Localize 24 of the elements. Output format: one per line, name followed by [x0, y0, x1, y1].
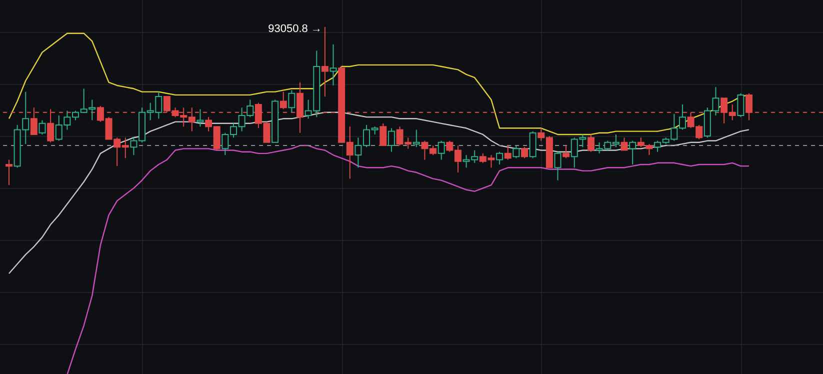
candlestick [438, 140, 445, 160]
candlestick [588, 134, 595, 152]
candlestick [529, 130, 536, 159]
candlestick [745, 92, 752, 121]
candlestick [504, 145, 512, 160]
candlestick [512, 145, 520, 159]
candlestick [380, 122, 387, 146]
candlestick [562, 145, 570, 159]
candlestick [288, 90, 296, 113]
candlestick [496, 151, 504, 165]
candlestick [196, 108, 204, 128]
annotation: 93050.8 → [268, 23, 322, 36]
candlestick [388, 128, 395, 152]
candlestick [520, 146, 528, 159]
candlestick [38, 120, 46, 135]
candlestick [620, 137, 628, 151]
candlestick [737, 92, 744, 118]
candlestick [280, 91, 287, 110]
candlestick [554, 151, 562, 181]
candlestick [629, 140, 636, 165]
candlestick [5, 159, 12, 186]
candlestick [330, 44, 337, 86]
candlestick [321, 26, 328, 98]
candlestick [412, 129, 420, 148]
